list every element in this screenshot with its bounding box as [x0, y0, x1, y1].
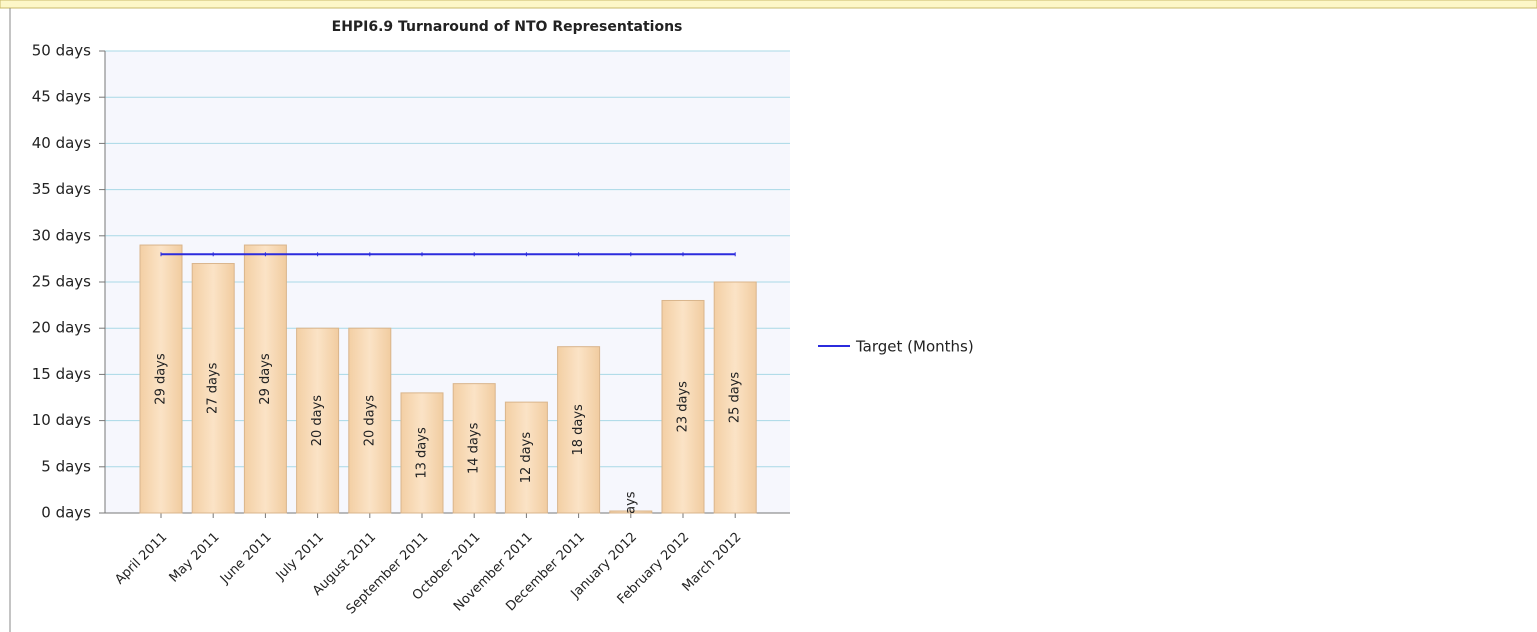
bar-value-label: 20 days — [362, 395, 377, 447]
bar-value-label: 29 days — [154, 353, 169, 405]
bar-value-label: 25 days — [728, 372, 743, 424]
bar — [452, 383, 496, 514]
bar — [713, 281, 757, 514]
bar — [348, 327, 392, 514]
bar-value-label: 0 days — [623, 491, 638, 534]
y-tick-label: 15 days — [32, 365, 91, 383]
bar-value-label: 20 days — [310, 395, 325, 447]
y-tick-label: 25 days — [32, 273, 91, 291]
value-label-layer: 29 days 27 days 29 days 20 days 20 days 13 da… — [154, 353, 743, 534]
y-tick-label: 30 days — [32, 226, 91, 244]
x-tick-label: May 2011 — [167, 530, 223, 586]
bar-value-label: 27 days — [206, 362, 221, 414]
y-tick-label: 40 days — [32, 134, 91, 152]
bar-value-label: 29 days — [258, 353, 273, 405]
bar-value-label: 13 days — [415, 427, 430, 479]
bar — [400, 392, 444, 514]
y-tick-label: 45 days — [32, 88, 91, 106]
bar — [504, 401, 548, 514]
x-tick-label: April 2011 — [112, 530, 170, 588]
bar-value-label: 14 days — [467, 422, 482, 474]
y-tick-label: 10 days — [32, 411, 91, 429]
bar-value-label: 18 days — [571, 404, 586, 456]
bar — [191, 263, 235, 514]
bar — [609, 510, 653, 514]
y-tick-label: 5 days — [41, 457, 91, 475]
chart-title: EHPI6.9 Turnaround of NTO Representation… — [332, 19, 683, 35]
bar-value-label: 23 days — [676, 381, 691, 433]
y-tick-label: 35 days — [32, 180, 91, 198]
x-tick-label: July 2011 — [273, 530, 327, 584]
bar — [661, 299, 705, 514]
bar — [139, 244, 183, 514]
bar — [557, 346, 601, 514]
y-tick-label: 20 days — [32, 319, 91, 337]
x-tick-label: June 2011 — [217, 530, 275, 588]
y-tick-label: 0 days — [41, 504, 91, 522]
legend-label: Target (Months) — [855, 338, 974, 356]
bar-value-label: 12 days — [519, 432, 534, 484]
bar — [296, 327, 340, 514]
y-tick-label: 50 days — [32, 42, 91, 60]
header-strip — [0, 0, 1537, 9]
bar — [243, 244, 287, 514]
